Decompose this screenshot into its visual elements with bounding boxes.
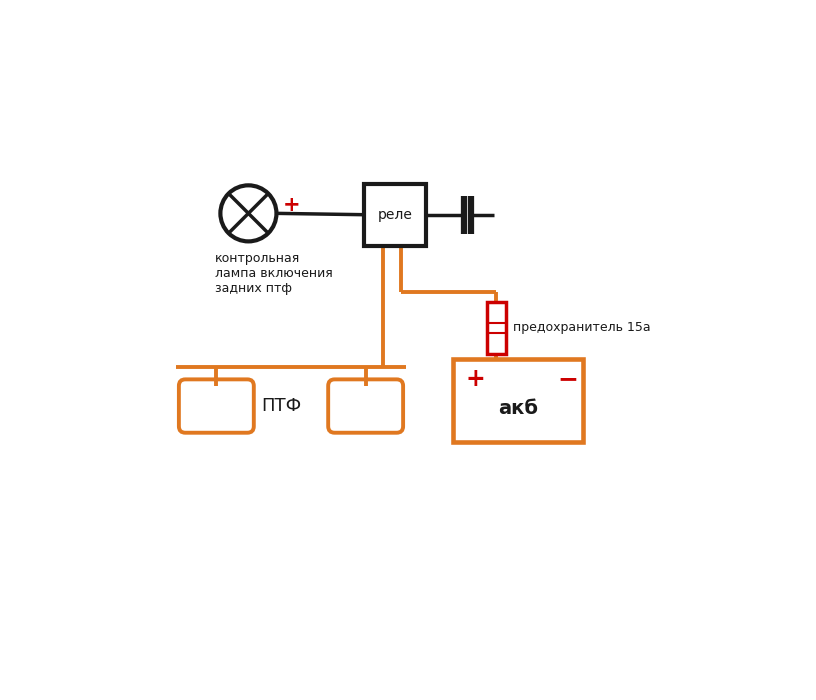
Text: +: + (283, 195, 300, 216)
Text: ПТФ: ПТФ (261, 397, 301, 415)
Bar (364, 183, 426, 246)
Text: предохранитель 15а: предохранитель 15а (512, 321, 650, 335)
Text: контрольная
лампа включения
задних птф: контрольная лампа включения задних птф (215, 252, 333, 295)
Bar (486, 302, 506, 354)
Text: +: + (466, 367, 486, 391)
Bar (453, 359, 583, 442)
Text: акб: акб (498, 399, 538, 418)
Text: реле: реле (378, 208, 413, 222)
Text: −: − (557, 367, 578, 391)
